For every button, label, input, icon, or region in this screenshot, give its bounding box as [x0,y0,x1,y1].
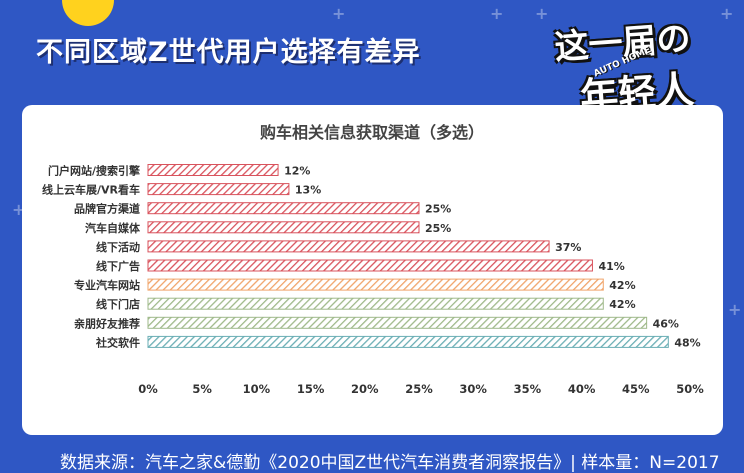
x-tick-label: 20% [351,382,379,396]
category-label: 专业汽车网站 [74,278,140,292]
plus-decoration: + [728,300,742,319]
category-label: 亲朋好友推荐 [74,316,140,330]
category-label: 线下活动 [96,240,140,254]
category-label: 线上云车展/VR看车 [42,183,140,197]
value-label: 48% [674,336,700,349]
value-label: 46% [653,317,679,330]
value-label: 25% [425,203,451,216]
chart-card: 购车相关信息获取渠道（多选） 门户网站/搜索引擎 12% 线上云车展/VR看车 13%… [22,105,723,435]
x-tick-label: 15% [297,382,325,396]
category-label: 门户网站/搜索引擎 [48,164,140,178]
value-label: 41% [598,260,624,273]
x-tick-label: 45% [622,382,650,396]
bar [147,297,604,310]
bar-chart: 购车相关信息获取渠道（多选） 门户网站/搜索引擎 12% 线上云车展/VR看车 13%… [42,123,704,396]
plus-decoration: + [720,4,734,23]
x-tick-label: 5% [192,382,212,396]
bar [147,240,550,253]
value-label: 42% [609,279,635,292]
bar [147,316,648,329]
data-source-note: 数据来源：汽车之家&德勤《2020中国Z世代汽车消费者洞察报告》| 样本量：N=… [60,453,720,473]
yellow-circle-decoration [62,0,114,26]
category-label: 社交软件 [95,335,140,349]
chart-title: 购车相关信息获取渠道（多选） [260,123,484,142]
value-label: 42% [609,298,635,311]
category-label: 线下广告 [96,259,140,273]
category-label: 品牌官方渠道 [74,202,140,216]
x-tick-label: 30% [459,382,487,396]
bar [147,183,290,196]
bar [147,164,279,176]
plus-decoration: + [332,4,346,23]
bar [147,221,420,234]
x-tick-label: 10% [243,382,271,396]
x-tick-label: 50% [676,382,704,396]
value-label: 12% [284,165,310,178]
plus-decoration: + [535,4,549,23]
value-label: 37% [555,241,581,254]
x-tick-label: 0% [138,382,158,396]
plus-decoration: + [490,4,504,23]
bar [147,278,604,291]
x-tick-label: 35% [514,382,542,396]
value-label: 25% [425,222,451,235]
x-tick-label: 25% [405,382,433,396]
bar [147,335,669,348]
x-tick-label: 40% [568,382,596,396]
bar [147,202,420,215]
bar [147,259,593,272]
value-label: 13% [295,184,321,197]
category-label: 线下门店 [96,297,140,311]
category-label: 汽车自媒体 [85,221,141,235]
page-headline: 不同区域Z世代用户选择有差异 [36,37,421,68]
